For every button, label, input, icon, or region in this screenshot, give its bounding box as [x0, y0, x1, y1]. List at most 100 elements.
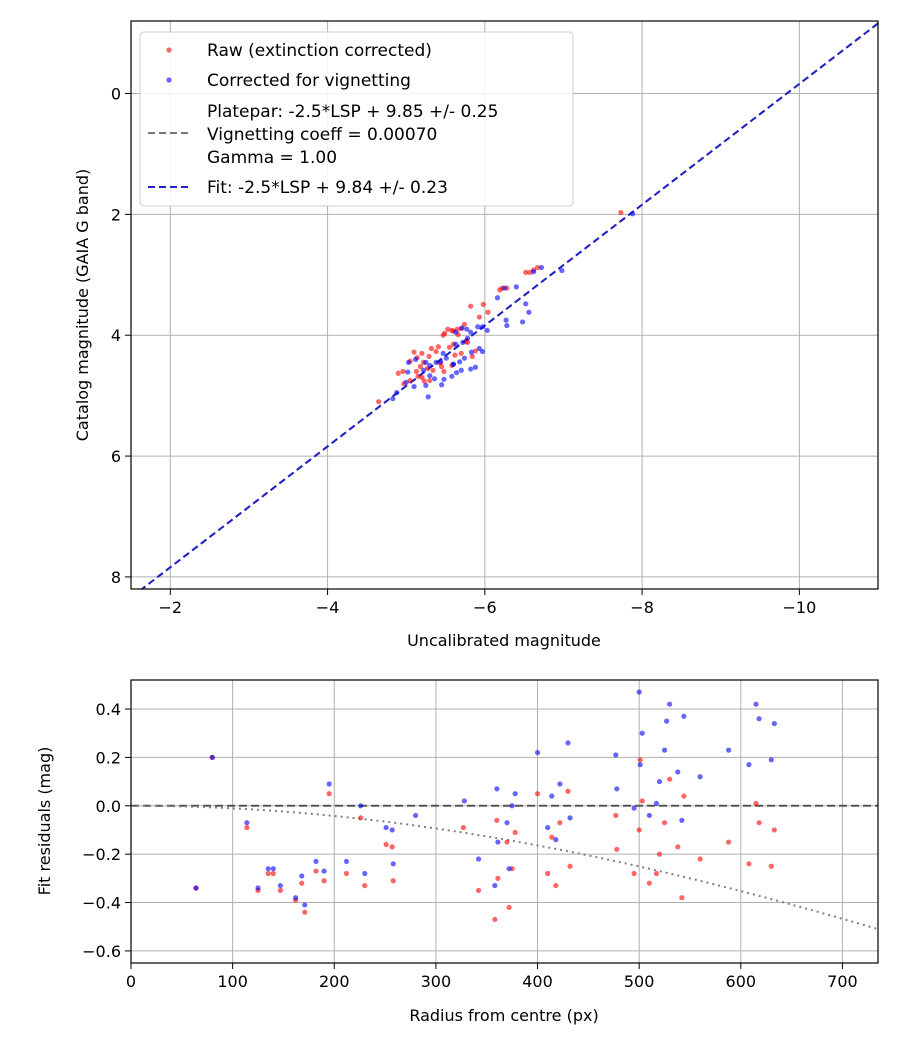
- top-x-tick-label: −10: [782, 598, 816, 617]
- top-corrected-point: [453, 341, 459, 347]
- bottom-x-tick-label: 500: [624, 972, 655, 991]
- bottom-raw-point: [390, 878, 396, 884]
- bottom-corrected-point: [255, 885, 261, 891]
- bottom-raw-point: [726, 839, 732, 845]
- legend-box: [139, 31, 574, 207]
- bottom-y-tick-label: −0.2: [82, 845, 121, 864]
- bottom-corrected-point: [193, 885, 199, 891]
- top-corrected-point: [475, 324, 481, 330]
- bottom-corrected-point: [270, 866, 276, 872]
- top-raw-point: [464, 339, 471, 346]
- top-corrected-point: [457, 359, 463, 365]
- top-corrected-point: [630, 211, 636, 217]
- top-raw-point: [497, 287, 503, 293]
- bottom-corrected-point: [656, 778, 663, 785]
- top-raw-point: [523, 269, 529, 275]
- top-raw-point: [458, 350, 464, 356]
- top-corrected-point: [523, 301, 529, 307]
- bottom-corrected-point: [771, 720, 777, 727]
- top-corrected-point: [479, 348, 486, 355]
- top-raw-point: [411, 349, 417, 355]
- top-corrected-point: [530, 269, 537, 275]
- bottom-y-axis-label: Fit residuals (mag): [35, 747, 54, 896]
- bottom-raw-point: [636, 827, 642, 833]
- top-raw-point: [441, 368, 447, 375]
- bottom-raw-point: [270, 870, 276, 877]
- bottom-grid: [130, 680, 878, 963]
- top-corrected-point: [526, 309, 532, 315]
- bottom-raw-point: [299, 880, 305, 886]
- bottom-corrected-point: [667, 701, 673, 707]
- bottom-corrected-point: [343, 858, 350, 865]
- top-x-tick-label: −2: [159, 598, 183, 617]
- top-raw-point: [433, 348, 439, 355]
- top-corrected-point: [504, 322, 510, 329]
- top-fit-line-group: [141, 22, 879, 590]
- bottom-plot-frame: [130, 679, 879, 964]
- top-y-tick-label: 4: [111, 326, 121, 345]
- bottom-raw-point: [679, 895, 685, 901]
- bottom-raw-point: [492, 916, 498, 923]
- top-raw-point: [435, 344, 442, 350]
- top-corrected-point: [559, 267, 565, 274]
- top-y-axis-label: Catalog magnitude (GAIA G band): [73, 169, 92, 441]
- bottom-raw-point: [753, 800, 759, 806]
- top-x-tick-label: −4: [316, 598, 340, 617]
- bottom-raw-point: [553, 882, 559, 889]
- bottom-corrected-point: [504, 820, 510, 826]
- bottom-x-tick-label: 0: [126, 972, 136, 991]
- bottom-raw-point: [495, 875, 501, 881]
- bottom-corrected-point: [506, 866, 512, 872]
- bottom-corrected-point: [299, 873, 305, 879]
- bottom-corrected-point: [321, 868, 327, 874]
- top-corrected-point: [431, 376, 438, 382]
- legend-raw-label: Raw (extinction corrected): [207, 41, 432, 61]
- bottom-raw-point: [614, 846, 620, 852]
- bottom-raw-point: [768, 863, 774, 869]
- bottom-corrected-point: [494, 786, 500, 792]
- top-raw-point: [400, 368, 406, 375]
- bottom-corrected-point: [753, 701, 759, 707]
- top-corrected-point: [440, 350, 446, 356]
- bottom-raw-point: [512, 829, 518, 835]
- bottom-corrected-point: [412, 812, 419, 819]
- bottom-raw-point: [506, 904, 512, 910]
- bottom-corrected-point: [549, 793, 555, 799]
- bottom-raw-point: [534, 791, 541, 797]
- bottom-y-tick-label: −0.6: [82, 942, 121, 961]
- top-raw-point: [618, 209, 624, 216]
- top-corrected-point: [460, 339, 466, 346]
- bottom-corrected-point: [756, 716, 762, 722]
- bottom-raw-point: [639, 798, 645, 804]
- bottom-corrected-point: [637, 762, 643, 768]
- bottom-corrected-point: [697, 774, 703, 780]
- bottom-raw-point: [557, 820, 563, 826]
- bottom-raw-point: [383, 841, 389, 848]
- bottom-raw-point: [277, 887, 283, 894]
- top-corrected-point: [501, 285, 508, 291]
- top-raw-point: [438, 364, 445, 370]
- bottom-corrected-point: [383, 824, 389, 831]
- bottom-y-tick-label: −0.4: [82, 894, 121, 913]
- legend-platepar-line-3: Gamma = 1.00: [207, 148, 337, 168]
- top-corrected-point: [425, 394, 431, 400]
- bottom-y-tick-label: 0.2: [96, 748, 121, 767]
- top-corrected-point: [458, 367, 464, 373]
- bottom-raw-point: [756, 820, 762, 826]
- bottom-corrected-point: [679, 817, 685, 823]
- top-raw-point: [428, 345, 434, 352]
- bottom-raw-point: [675, 844, 681, 850]
- bottom-raw-point: [646, 880, 652, 886]
- bottom-raw-point: [613, 812, 619, 819]
- top-y-tick-label: 2: [111, 205, 121, 224]
- top-corrected-point: [413, 356, 419, 362]
- top-raw-point: [469, 353, 475, 359]
- top-corrected-point: [513, 284, 519, 290]
- top-raw-point: [485, 309, 491, 315]
- bottom-raw-point: [653, 870, 660, 877]
- top-raw-point: [527, 269, 533, 275]
- bottom-corrected-point: [313, 858, 319, 865]
- bottom-y-tick-label: 0.4: [96, 700, 121, 719]
